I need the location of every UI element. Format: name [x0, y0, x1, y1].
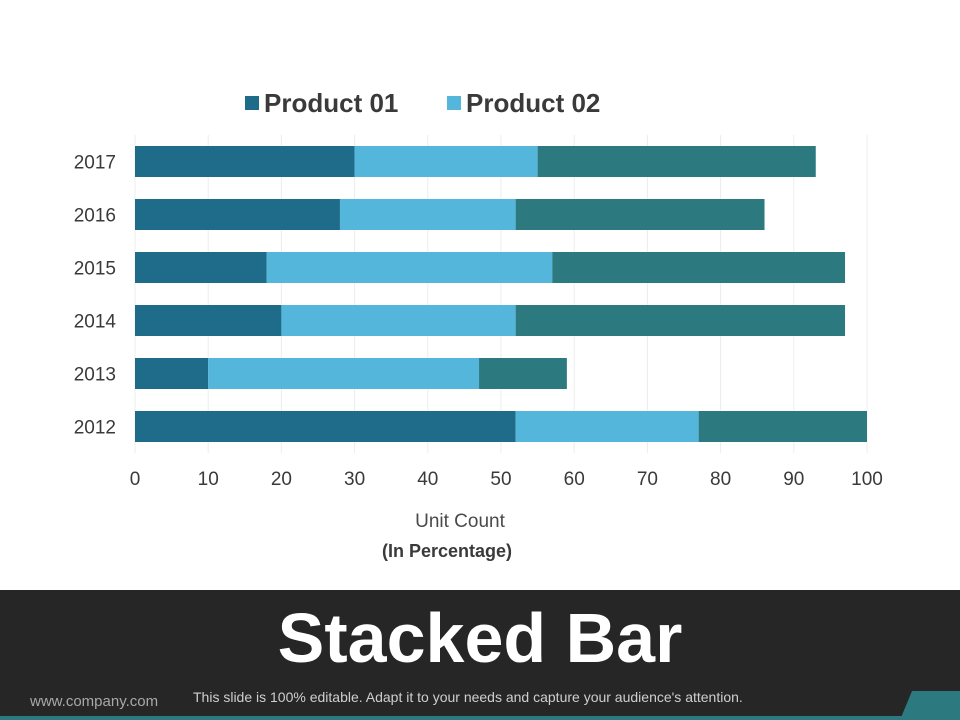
bar-2014-series-3 [515, 305, 846, 336]
x-tick-100: 100 [851, 469, 883, 490]
bar-2013-series-2 [208, 358, 480, 389]
bar-2017-series-2 [354, 146, 538, 177]
x-axis-sublabel: (In Percentage) [382, 541, 512, 561]
bar-2017-series-1 [135, 146, 355, 177]
legend-swatch-1 [245, 96, 259, 110]
bar-2013-series-1 [135, 358, 209, 389]
y-tick-2012: 2012 [74, 418, 116, 439]
bar-2016-series-2 [339, 199, 516, 230]
x-tick-20: 20 [271, 469, 292, 490]
x-tick-30: 30 [344, 469, 365, 490]
y-tick-2014: 2014 [74, 312, 117, 333]
y-tick-2017: 2017 [74, 153, 116, 174]
legend-swatch-2 [447, 96, 461, 110]
bar-2015-series-2 [266, 252, 553, 283]
bar-2012-series-3 [698, 411, 867, 442]
gridlines [134, 135, 868, 453]
y-tick-2016: 2016 [74, 206, 116, 227]
chart-legend: Product 01 Product 02 [245, 88, 600, 118]
x-tick-0: 0 [130, 469, 141, 490]
bar-2013-series-3 [479, 358, 567, 389]
bar-2014-series-2 [281, 305, 516, 336]
bar-2016-series-3 [515, 199, 765, 230]
bar-2014-series-1 [135, 305, 282, 336]
bar-2012-series-1 [135, 411, 516, 442]
x-tick-60: 60 [564, 469, 585, 490]
slide-title: Stacked Bar [277, 599, 683, 677]
bar-2012-series-2 [515, 411, 699, 442]
bottom-accent-line [0, 716, 960, 720]
bar-2017-series-3 [537, 146, 816, 177]
bars [135, 146, 867, 442]
x-tick-90: 90 [783, 469, 804, 490]
x-tick-80: 80 [710, 469, 731, 490]
y-tick-2015: 2015 [74, 259, 116, 280]
bar-2016-series-1 [135, 199, 340, 230]
x-tick-10: 10 [198, 469, 219, 490]
legend-label-2: Product 02 [466, 88, 600, 118]
y-axis-ticks: 2017 2016 2015 2014 2013 2012 [74, 153, 117, 439]
x-axis-label: Unit Count [415, 511, 505, 532]
slide-subtitle: This slide is 100% editable. Adapt it to… [193, 689, 743, 705]
footer-band [0, 590, 960, 720]
x-tick-50: 50 [490, 469, 511, 490]
x-tick-40: 40 [417, 469, 438, 490]
bar-2015-series-1 [135, 252, 267, 283]
legend-label-1: Product 01 [264, 88, 398, 118]
bar-2015-series-3 [552, 252, 846, 283]
x-tick-70: 70 [637, 469, 658, 490]
company-url: www.company.com [30, 693, 159, 710]
x-axis-ticks: 0 10 20 30 40 50 60 70 80 90 100 [130, 469, 883, 490]
y-tick-2013: 2013 [74, 365, 116, 386]
stacked-bar-chart: Product 01 Product 02 2017201620152014201… [74, 88, 883, 561]
